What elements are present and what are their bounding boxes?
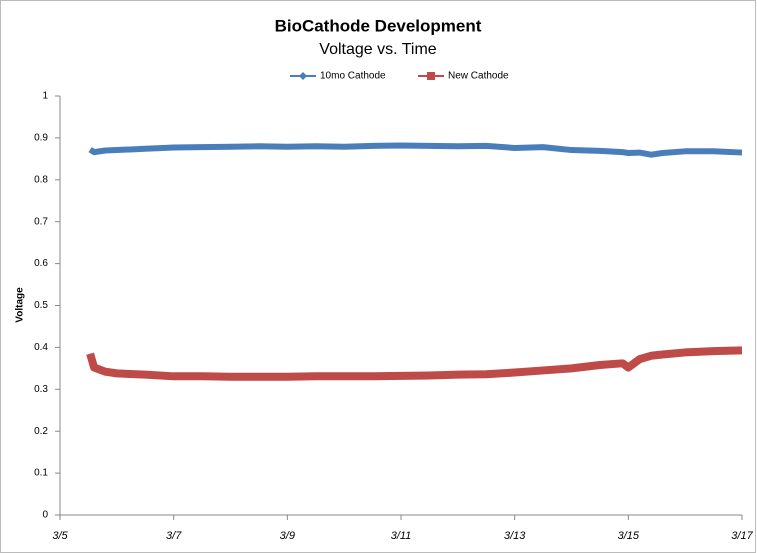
chart-subtitle: Voltage vs. Time	[319, 41, 436, 58]
x-tick-label: 3/13	[504, 530, 526, 542]
series-line	[88, 142, 743, 158]
y-tick-label: 0.5	[34, 300, 48, 311]
chart-title: BioCathode Development	[275, 16, 482, 35]
y-tick-label: 0.1	[34, 468, 48, 479]
y-tick-label: 0.2	[34, 426, 48, 437]
legend-marker	[427, 72, 435, 80]
x-tick-label: 3/15	[618, 530, 640, 542]
x-tick-label: 3/17	[731, 530, 753, 542]
legend-marker	[299, 72, 307, 80]
y-tick-label: 0.4	[34, 342, 48, 353]
y-tick-label: 0.3	[34, 384, 48, 395]
y-tick-label: 0.7	[34, 216, 48, 227]
y-tick-label: 0.8	[34, 174, 48, 185]
x-tick-label: 3/11	[391, 530, 412, 542]
x-tick-label: 3/7	[166, 530, 182, 542]
y-tick-label: 1	[42, 91, 48, 102]
legend-label: 10mo Cathode	[320, 71, 386, 82]
y-tick-label: 0.6	[34, 258, 48, 269]
x-tick-label: 3/9	[280, 530, 295, 542]
series-line	[86, 346, 743, 381]
y-axis-label: Voltage	[15, 287, 26, 323]
legend-label: New Cathode	[448, 71, 509, 82]
x-tick-label: 3/5	[52, 530, 68, 542]
y-tick-label: 0.9	[34, 133, 48, 144]
y-tick-label: 0	[42, 510, 48, 521]
